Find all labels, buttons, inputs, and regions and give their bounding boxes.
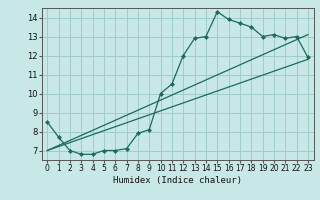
X-axis label: Humidex (Indice chaleur): Humidex (Indice chaleur) <box>113 176 242 185</box>
